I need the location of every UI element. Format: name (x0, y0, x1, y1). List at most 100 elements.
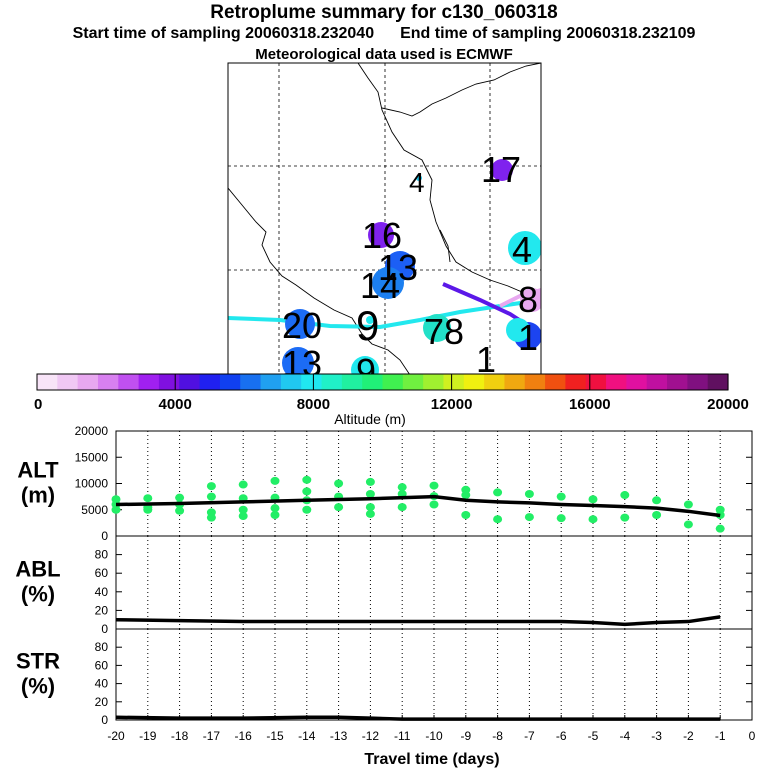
colorbar-swatch (423, 374, 445, 390)
alt-mean-line (115, 494, 721, 518)
x-tick-label: -11 (394, 729, 411, 743)
colorbar-swatch (280, 374, 302, 390)
colorbar-swatch (260, 374, 282, 390)
met-data-label: Meteorological data used is ECMWF (255, 46, 513, 63)
figure-title: Retroplume summary for c130_060318 (210, 2, 558, 23)
y-tick-label: 60 (95, 658, 109, 672)
colorbar-swatch (118, 374, 140, 390)
alt-point (524, 513, 534, 522)
circle-9b (351, 356, 379, 375)
map-label: 20 (282, 305, 322, 346)
alt-point (620, 513, 630, 522)
colorbar-swatch (362, 374, 384, 390)
x-tick-label: 0 (749, 729, 756, 743)
colorbar-swatch (219, 374, 241, 390)
map-label: 1 (476, 339, 496, 380)
y-tick-label: 80 (95, 548, 109, 562)
panel-ylabel: ALT (17, 458, 59, 483)
colorbar: 0 4000 8000 12000 16000 20000 Altitude (m) (34, 373, 749, 427)
colorbar-swatch (585, 374, 607, 390)
x-tick-label: -2 (683, 729, 694, 743)
x-tick-label: -9 (460, 729, 471, 743)
map-label: 17 (481, 149, 521, 190)
alt-point (270, 476, 280, 485)
map-coastlines (228, 63, 541, 375)
y-tick-label: 0 (101, 622, 108, 636)
y-tick-label: 20 (95, 695, 109, 709)
alt-point (556, 492, 566, 501)
x-tick-label: -3 (651, 729, 662, 743)
str-line (115, 715, 721, 721)
x-tick-label: -16 (235, 729, 253, 743)
alt-point (652, 496, 662, 505)
x-tick-label: -18 (171, 729, 189, 743)
colorbar-swatch (687, 374, 709, 390)
x-tick-label: -13 (330, 729, 348, 743)
alt-point (493, 488, 503, 497)
alt-point (175, 493, 185, 502)
y-tick-label: 40 (95, 677, 109, 691)
x-tick-label: -15 (266, 729, 284, 743)
map-label: 9 (356, 351, 376, 392)
x-tick-label: -8 (492, 729, 503, 743)
map-label: 13 (378, 247, 418, 288)
y-tick-label: 40 (95, 585, 109, 599)
map-label: 78 (424, 311, 464, 352)
alt-point (588, 515, 598, 524)
alt-point (683, 500, 693, 509)
x-tick-label: -7 (524, 729, 535, 743)
map-label: 16 (362, 215, 402, 256)
x-tick-label: -10 (425, 729, 443, 743)
alt-point (143, 505, 153, 514)
colorbar-swatch (545, 374, 567, 390)
x-tick-label: -4 (619, 729, 630, 743)
panel-ylabel: (m) (21, 483, 55, 508)
colorbar-swatch (524, 374, 546, 390)
colorbar-swatch (463, 374, 485, 390)
alt-point (429, 500, 439, 509)
alt-point (365, 503, 375, 512)
colorbar-swatch (504, 374, 526, 390)
colorbar-ticks: 0 4000 8000 12000 16000 20000 (34, 374, 749, 413)
alt-point (111, 505, 121, 514)
x-tick-label: -6 (556, 729, 567, 743)
panel-ylabel: (%) (21, 674, 55, 699)
alt-point (461, 491, 471, 500)
circle-13b (282, 347, 314, 375)
x-tick-label: -1 (715, 729, 726, 743)
alt-point (429, 481, 439, 490)
y-tick-label: 80 (95, 640, 109, 654)
alt-point (334, 503, 344, 512)
alt-point (175, 506, 185, 515)
colorbar-swatches (37, 374, 729, 390)
x-tick-label: -12 (362, 729, 380, 743)
circle-4a (416, 175, 422, 181)
y-tick-label: 10000 (75, 477, 109, 491)
circle-4b (508, 231, 541, 265)
map-labels: 17 4 16 4 13 14 8 1 20 9 78 13 9 1 (282, 149, 538, 392)
x-tick-label: -5 (588, 729, 599, 743)
colorbar-tick-label: 8000 (297, 396, 330, 413)
sampling-times: Start time of sampling 20060318.232040 En… (0, 25, 768, 43)
map-label: 9 (356, 302, 379, 349)
colorbar-tick-label: 12000 (431, 396, 473, 413)
alt-point (334, 479, 344, 488)
panel-ylabel: STR (16, 649, 60, 674)
colorbar-swatch (97, 374, 119, 390)
colorbar-swatch (443, 374, 465, 390)
panel-frame (115, 535, 753, 630)
y-tick-label: 0 (101, 713, 108, 727)
alt-point (270, 504, 280, 513)
alt-point (683, 520, 693, 529)
colorbar-swatch (138, 374, 160, 390)
colorbar-swatch (606, 374, 627, 390)
alt-point (365, 490, 375, 498)
colorbar-tick-label: 0 (34, 396, 42, 413)
map-panel: 17 4 16 4 13 14 8 1 20 9 78 13 9 1 (227, 62, 542, 392)
circle-78 (423, 314, 451, 342)
alt-point (302, 475, 312, 484)
alt-point (493, 515, 503, 524)
y-tick-label: 20 (95, 603, 109, 617)
colorbar-swatch (646, 374, 668, 390)
